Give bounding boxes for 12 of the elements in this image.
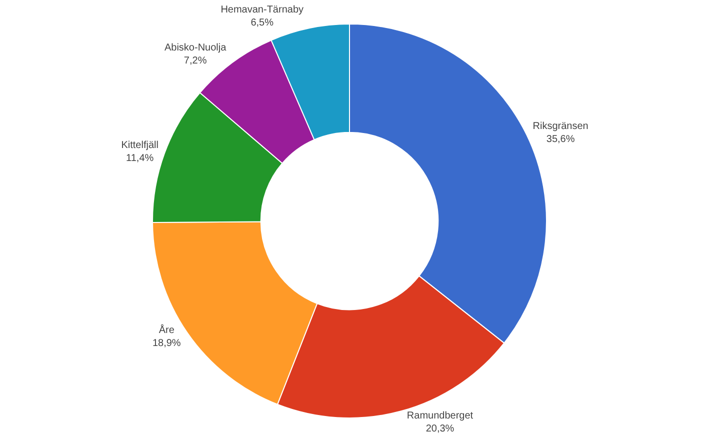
slice-label: Åre — [158, 324, 175, 336]
data-label: 18,9% — [152, 338, 181, 350]
data-label: 35,6% — [546, 134, 575, 145]
slice-label: Kittelfjäll — [121, 140, 158, 151]
slice-label: Ramundberget — [406, 410, 474, 422]
data-label: 20,3% — [426, 423, 454, 434]
slice-label: Abisko-Nuolja — [164, 42, 227, 54]
data-label: 6,5% — [250, 18, 274, 29]
data-label: 7,2% — [184, 56, 207, 67]
slice-label: Hemavan-Tärnaby — [220, 4, 304, 16]
slice-label: Riksgränsen — [532, 120, 588, 132]
data-label: 11,4% — [126, 152, 154, 164]
